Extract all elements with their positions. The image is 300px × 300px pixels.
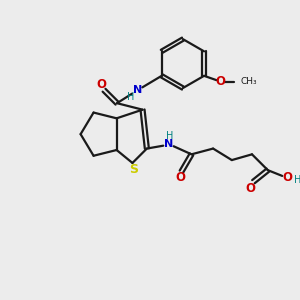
Text: S: S (129, 163, 138, 176)
Text: H: H (293, 175, 300, 185)
Text: O: O (282, 171, 292, 184)
Text: O: O (97, 78, 107, 91)
Text: O: O (215, 75, 225, 88)
Text: N: N (164, 139, 173, 149)
Text: N: N (133, 85, 142, 95)
Text: CH₃: CH₃ (240, 77, 257, 86)
Text: O: O (175, 171, 185, 184)
Text: O: O (246, 182, 256, 194)
Text: H: H (127, 92, 134, 102)
Text: H: H (166, 130, 174, 141)
